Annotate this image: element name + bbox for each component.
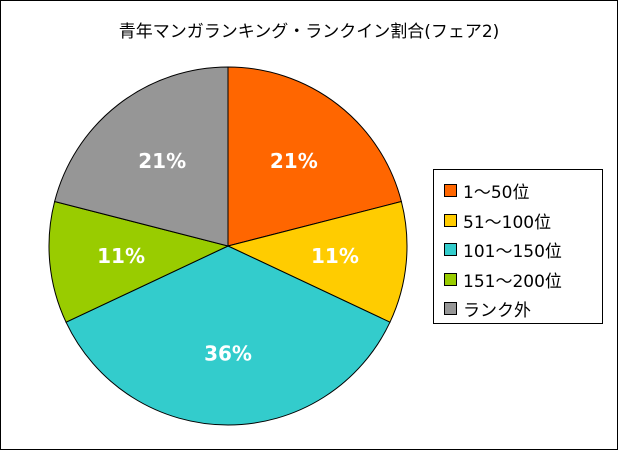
legend-item: 51〜100位 xyxy=(444,206,602,236)
pie-slice xyxy=(65,245,391,426)
pie-slice xyxy=(48,200,230,323)
legend: 1〜50位 51〜100位 101〜150位 151〜200位 ランク外 xyxy=(433,169,603,324)
legend-item: 151〜200位 xyxy=(444,265,602,295)
legend-label: 51〜100位 xyxy=(463,212,552,233)
slice-label: 11% xyxy=(97,244,145,268)
legend-swatch-icon xyxy=(444,302,457,316)
legend-swatch-icon xyxy=(444,272,457,286)
legend-item: 101〜150位 xyxy=(444,235,602,265)
slice-label: 21% xyxy=(270,149,318,173)
legend-swatch-icon xyxy=(444,184,457,198)
legend-swatch-icon xyxy=(444,213,457,227)
pie-slice xyxy=(54,66,229,247)
legend-label: 1〜50位 xyxy=(463,183,530,204)
slice-label: 11% xyxy=(311,244,359,268)
pie-slice xyxy=(226,200,408,323)
pie-slice xyxy=(227,66,402,247)
legend-item: ランク外 xyxy=(444,294,602,324)
legend-item: 1〜50位 xyxy=(444,176,602,206)
slice-label: 36% xyxy=(204,341,252,365)
chart-title: 青年マンガランキング・ランクイン割合(フェア2) xyxy=(118,22,500,42)
legend-label: 101〜150位 xyxy=(463,242,562,263)
legend-label: ランク外 xyxy=(463,301,531,322)
legend-label: 151〜200位 xyxy=(463,271,562,292)
slice-label: 21% xyxy=(138,149,186,173)
legend-swatch-icon xyxy=(444,243,457,257)
